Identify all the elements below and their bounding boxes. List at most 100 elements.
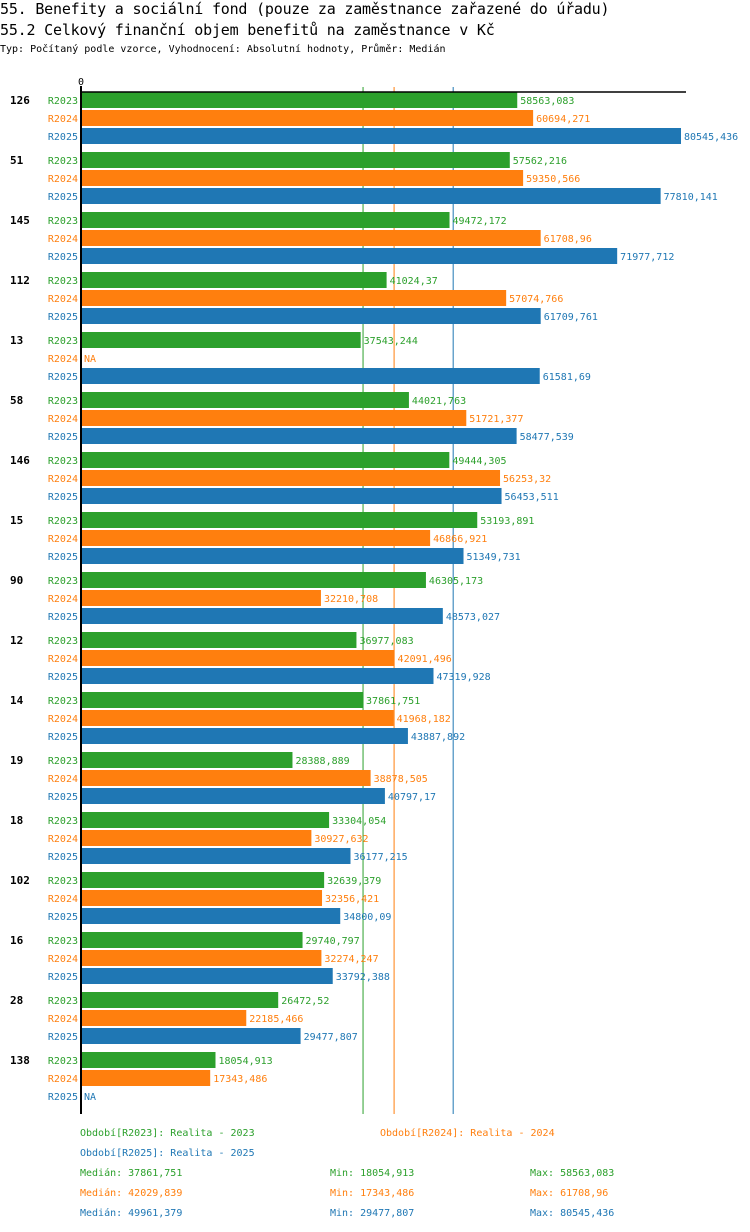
series-row-label: R2025 (48, 732, 78, 743)
series-row-label: R2023 (48, 696, 78, 707)
bar-value-label: 58477,539 (520, 432, 574, 443)
bar-value-label-na: NA (84, 354, 96, 365)
bar (81, 230, 541, 246)
bar-value-label: 33792,388 (336, 972, 390, 983)
bar (81, 890, 323, 906)
series-row-label: R2025 (48, 852, 78, 863)
series-row-label: R2024 (48, 1074, 78, 1085)
category-label: 14 (10, 694, 24, 707)
bar (81, 1028, 301, 1044)
bar (81, 452, 450, 468)
bar (81, 290, 507, 306)
bar-value-label: 71977,712 (620, 252, 674, 263)
bar (81, 950, 322, 966)
series-row-label: R2024 (48, 954, 78, 965)
bar-value-label: 61581,69 (543, 372, 591, 383)
series-row-label: R2023 (48, 816, 78, 827)
bar-value-label: 46866,921 (433, 534, 487, 545)
series-row-label: R2025 (48, 552, 78, 563)
series-row-label: R2024 (48, 294, 78, 305)
bar (81, 128, 681, 144)
bar-value-label: 32639,379 (327, 876, 381, 887)
series-row-label: R2024 (48, 534, 78, 545)
series-row-label: R2023 (48, 216, 78, 227)
legend-entry-r2025: Období[R2025]: Realita - 2025 (80, 1148, 255, 1159)
bar-value-label: 22185,466 (249, 1014, 303, 1025)
stat-max-r2025: Max: 80545,436 (530, 1208, 615, 1219)
series-row-label: R2024 (48, 594, 78, 605)
stat-min-r2024: Min: 17343,486 (330, 1188, 415, 1199)
series-row-label: R2023 (48, 636, 78, 647)
series-row-label: R2025 (48, 492, 78, 503)
bar (81, 752, 293, 768)
series-row-label: R2024 (48, 234, 78, 245)
bar-value-label: 49444,305 (452, 456, 506, 467)
category-label: 102 (10, 874, 30, 887)
bar-value-label: 51349,731 (467, 552, 521, 563)
bar (81, 608, 443, 624)
bar (81, 488, 502, 504)
series-row-label: R2023 (48, 576, 78, 587)
bar (81, 830, 312, 846)
bar-value-label: 36977,083 (359, 636, 413, 647)
bar-value-label: 43887,892 (411, 732, 465, 743)
bar-value-label: 34800,09 (343, 912, 391, 923)
stat-min-r2023: Min: 18054,913 (330, 1168, 415, 1179)
bar (81, 392, 409, 408)
bar-value-label: 28388,889 (295, 756, 349, 767)
series-row-label: R2025 (48, 132, 78, 143)
bar-value-label: 17343,486 (213, 1074, 267, 1085)
bar (81, 710, 394, 726)
stat-max-r2024: Max: 61708,96 (530, 1188, 609, 1199)
series-row-label: R2025 (48, 432, 78, 443)
series-row-label: R2025 (48, 1092, 78, 1103)
chart-title: 55.2 Celkový finanční objem benefitů na … (0, 21, 495, 39)
bar (81, 848, 351, 864)
bar-value-label: 80545,436 (684, 132, 738, 143)
category-label: 19 (10, 754, 23, 767)
bar (81, 332, 361, 348)
stat-median-r2024: Medián: 42029,839 (80, 1188, 183, 1199)
series-row-label: R2023 (48, 756, 78, 767)
series-row-label: R2025 (48, 312, 78, 323)
category-label: 145 (10, 214, 30, 227)
series-row-label: R2024 (48, 774, 78, 785)
bar-value-label: 60694,271 (536, 114, 590, 125)
bar (81, 92, 518, 108)
bar (81, 308, 541, 324)
bar-value-label: 48573,027 (446, 612, 500, 623)
bar (81, 650, 395, 666)
bar (81, 908, 341, 924)
legend-entry-r2023: Období[R2023]: Realita - 2023 (80, 1128, 255, 1139)
bar-value-label: 41024,37 (390, 276, 438, 287)
bar (81, 212, 450, 228)
series-row-label: R2023 (48, 96, 78, 107)
series-row-label: R2025 (48, 912, 78, 923)
x-axis-origin-label: 0 (78, 77, 84, 88)
bar-value-label: 57562,216 (513, 156, 567, 167)
bar-value-label: 36177,215 (353, 852, 407, 863)
series-row-label: R2023 (48, 396, 78, 407)
bar (81, 530, 431, 546)
series-row-label: R2023 (48, 156, 78, 167)
bar-value-label: 61708,96 (544, 234, 592, 245)
bar (81, 248, 618, 264)
series-row-label: R2023 (48, 876, 78, 887)
bar (81, 548, 464, 564)
series-row-label: R2025 (48, 972, 78, 983)
series-row-label: R2024 (48, 474, 78, 485)
series-row-label: R2024 (48, 354, 78, 365)
stat-max-r2023: Max: 58563,083 (530, 1168, 615, 1179)
bar-value-label: 32210,708 (324, 594, 378, 605)
bar (81, 428, 517, 444)
bar-value-label: 59350,566 (526, 174, 580, 185)
bar-value-label-na: NA (84, 1092, 96, 1103)
series-row-label: R2025 (48, 612, 78, 623)
bar-value-label: 33304,054 (332, 816, 386, 827)
bar (81, 788, 385, 804)
category-label: 138 (10, 1054, 30, 1067)
bar (81, 1052, 216, 1068)
category-label: 12 (10, 634, 23, 647)
bar-value-label: 56453,511 (505, 492, 559, 503)
